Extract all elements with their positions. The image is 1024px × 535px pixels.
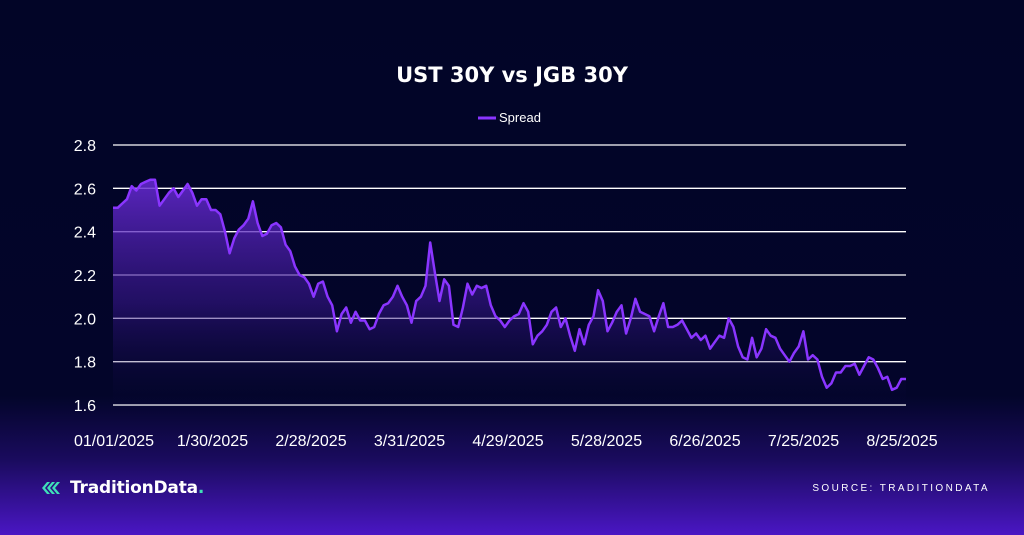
- chart-legend: Spread: [478, 110, 541, 125]
- y-tick-label: 2.0: [74, 311, 96, 328]
- y-tick-label: 1.8: [74, 355, 96, 372]
- brand-logo: TraditionData.: [40, 476, 204, 500]
- y-tick-label: 1.6: [74, 398, 96, 415]
- y-tick-label: 2.8: [74, 138, 96, 155]
- series-line-spread: [113, 178, 906, 392]
- x-tick-label: 01/01/2025: [74, 433, 154, 450]
- brand-name: TraditionData.: [70, 478, 205, 498]
- y-axis-ticks: 1.6 1.8 2.0 2.2 2.4 2.6 2.8: [74, 138, 96, 415]
- source-label: SOURCE: TRADITIONDATA: [812, 483, 990, 494]
- x-tick-label: 3/31/2025: [374, 433, 445, 450]
- chart-title: UST 30Y vs JGB 30Y: [396, 63, 629, 87]
- x-tick-label: 7/25/2025: [768, 433, 839, 450]
- x-tick-label: 2/28/2025: [275, 433, 346, 450]
- x-tick-label: 4/29/2025: [472, 433, 543, 450]
- x-tick-label: 5/28/2025: [571, 433, 642, 450]
- x-axis-ticks: 01/01/2025 1/30/2025 2/28/2025 3/31/2025 4/2…: [74, 433, 938, 450]
- x-tick-label: 6/26/2025: [669, 433, 740, 450]
- x-tick-label: 8/25/2025: [866, 433, 937, 450]
- y-tick-label: 2.2: [74, 268, 96, 285]
- y-tick-label: 2.4: [74, 225, 96, 242]
- x-tick-label: 1/30/2025: [177, 433, 248, 450]
- series-area-fill: [113, 179, 906, 405]
- y-tick-label: 2.6: [74, 181, 96, 198]
- legend-label: Spread: [499, 110, 541, 125]
- tradition-logo-icon: [42, 482, 60, 494]
